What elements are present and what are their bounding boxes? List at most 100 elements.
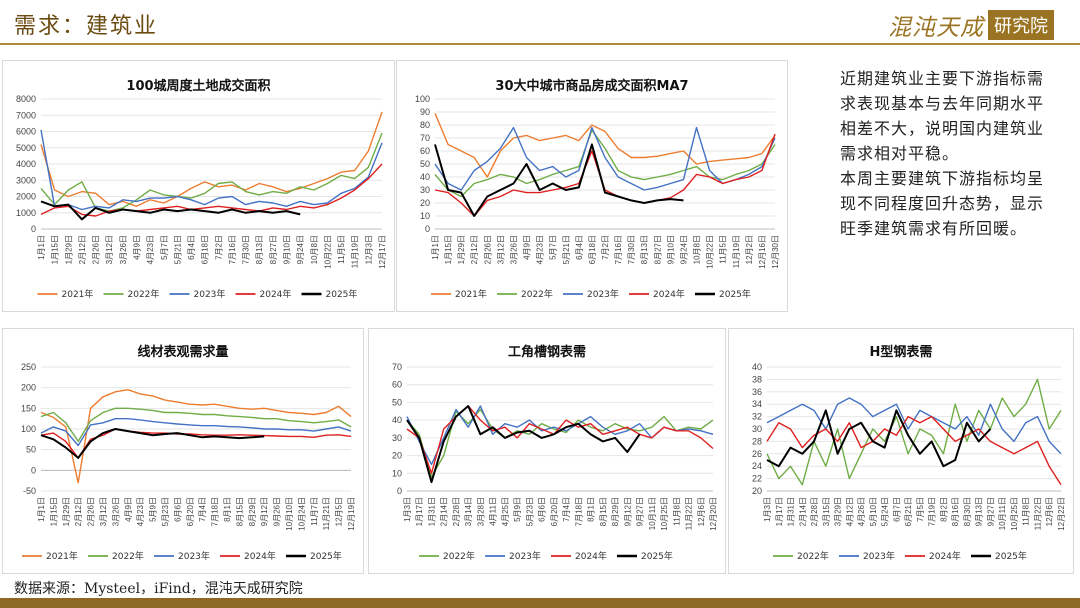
x-tick-label: 5月7日 — [549, 235, 558, 260]
y-tick-label: 100 — [415, 94, 430, 104]
y-tick-label: 6000 — [16, 127, 36, 137]
y-tick-label: 0 — [31, 465, 36, 475]
x-tick-label: 11月21日 — [322, 497, 331, 530]
x-tick-label: 8月1日 — [223, 497, 232, 522]
x-tick-label: 7月2日 — [214, 235, 223, 260]
y-tick-label: 70 — [392, 362, 402, 372]
x-tick-label: 5月23日 — [525, 497, 534, 526]
x-tick-label: 5月21日 — [173, 235, 182, 264]
series-line-2025年 — [40, 428, 265, 459]
x-tick-label: 12月2日 — [745, 235, 754, 264]
y-tick-label: 34 — [752, 399, 762, 409]
x-tick-label: 6月6日 — [538, 497, 547, 522]
x-tick-label: 4月12日 — [845, 497, 854, 526]
x-tick-label: 12月22日 — [1057, 497, 1066, 531]
legend-label: 2021年 — [455, 288, 487, 300]
chart-title: 30大中城市商品房成交面积MA7 — [495, 79, 689, 94]
x-tick-label: 4月23日 — [146, 235, 155, 264]
x-tick-label: 10月8日 — [310, 235, 319, 264]
y-tick-label: 20 — [420, 198, 430, 208]
x-tick-label: 11月5日 — [719, 235, 728, 264]
legend-label: 2022年 — [521, 288, 553, 300]
series-line-2025年 — [434, 143, 684, 217]
series-line-2022年 — [40, 132, 383, 212]
x-tick-label: 1月17日 — [415, 497, 424, 526]
y-tick-label: 26 — [752, 449, 762, 459]
x-tick-label: 1月29日 — [457, 235, 466, 264]
series-line-2024年 — [40, 163, 383, 217]
y-tick-label: 60 — [420, 146, 430, 156]
x-tick-label: 10月8日 — [693, 235, 702, 264]
x-tick-label: 12月16日 — [758, 235, 767, 269]
commentary: 近期建筑业主要下游指标需求表现基本与去年同期水平相差不大，说明国内建筑业需求相对… — [840, 66, 1054, 241]
chart-title: 线材表观需求量 — [137, 345, 229, 360]
series-line-2021年 — [40, 111, 383, 208]
series-line-2024年 — [40, 428, 352, 459]
series-line-2022年 — [766, 378, 1062, 486]
x-tick-label: 8月30日 — [963, 497, 972, 526]
series-line-2023年 — [40, 417, 352, 447]
legend-label: 2023年 — [194, 288, 226, 300]
x-tick-label: 7月18日 — [574, 497, 583, 526]
x-tick-label: 2月26日 — [483, 235, 492, 264]
x-tick-label: 2月28日 — [452, 497, 461, 526]
series-line-2022年 — [40, 407, 352, 443]
legend-label: 2023年 — [178, 550, 210, 562]
x-tick-label: 4月9日 — [124, 497, 133, 522]
x-tick-label: 8月16日 — [951, 497, 960, 526]
x-tick-label: 4月23日 — [536, 235, 545, 264]
x-tick-label: 8月27日 — [269, 235, 278, 264]
legend-label: 2022年 — [797, 550, 829, 562]
x-tick-label: 5月21日 — [562, 235, 571, 264]
x-tick-label: 12月30日 — [771, 235, 780, 269]
y-tick-label: 38 — [752, 374, 762, 384]
y-tick-label: 3000 — [16, 175, 36, 185]
y-tick-label: 0 — [31, 224, 36, 234]
x-tick-label: 9月12日 — [623, 497, 632, 526]
y-tick-label: 40 — [392, 415, 402, 425]
x-tick-label: 8月29日 — [611, 497, 620, 526]
x-tick-label: 4月9日 — [523, 235, 532, 260]
x-tick-label: 7月5日 — [916, 497, 925, 522]
x-tick-label: 4月11日 — [489, 497, 498, 526]
y-tick-label: -50 — [23, 486, 36, 496]
y-tick-label: 40 — [420, 172, 430, 182]
x-tick-label: 5月23日 — [161, 497, 170, 526]
x-tick-label: 1月1日 — [431, 235, 440, 260]
chart-panel-wire: 线材表观需求量 -50 0 50 100 150 200 250 1月1日 1月15日 1月29日… — [2, 328, 364, 574]
x-tick-label: 10月22日 — [706, 235, 715, 269]
x-tick-label: 4月9日 — [132, 235, 141, 260]
x-tick-label: 3月14日 — [464, 497, 473, 526]
y-tick-label: 80 — [420, 120, 430, 130]
x-tick-label: 2月12日 — [470, 235, 479, 264]
x-tick-label: 1月3日 — [763, 497, 772, 522]
series-line-2025年 — [406, 405, 641, 484]
x-tick-label: 11月5日 — [337, 235, 346, 264]
legend-label: 2025年 — [641, 550, 673, 562]
legend-label: 2023年 — [509, 550, 541, 562]
logo-text: 混沌天成 — [888, 15, 984, 41]
legend-label: 2023年 — [587, 288, 619, 300]
brand-logo: 混沌天成 研究院 — [888, 8, 1054, 42]
x-tick-label: 9月24日 — [679, 235, 688, 264]
legend-label: 2021年 — [46, 550, 78, 562]
x-tick-label: 2月26日 — [87, 497, 96, 526]
x-tick-label: 7月4日 — [562, 497, 571, 522]
x-tick-label: 9月27日 — [986, 497, 995, 526]
x-tick-label: 11月8日 — [1022, 497, 1031, 526]
y-tick-label: 40 — [752, 362, 762, 372]
x-tick-label: 5月10日 — [869, 497, 878, 526]
x-tick-label: 8月27日 — [653, 235, 662, 264]
x-tick-label: 10月24日 — [297, 497, 306, 531]
x-tick-label: 3月12日 — [105, 235, 114, 264]
series-line-2025年 — [766, 409, 992, 468]
x-tick-label: 5月7日 — [160, 235, 169, 260]
x-tick-label: 10月25日 — [660, 497, 669, 531]
chart-title: 100城周度土地成交面积 — [126, 79, 271, 94]
x-tick-label: 11月19日 — [351, 235, 360, 268]
x-tick-label: 8月1日 — [587, 497, 596, 522]
x-tick-label: 2月14日 — [798, 497, 807, 526]
x-tick-label: 1月29日 — [64, 235, 73, 264]
x-tick-label: 6月4日 — [187, 235, 196, 260]
y-tick-label: 4000 — [16, 159, 36, 169]
